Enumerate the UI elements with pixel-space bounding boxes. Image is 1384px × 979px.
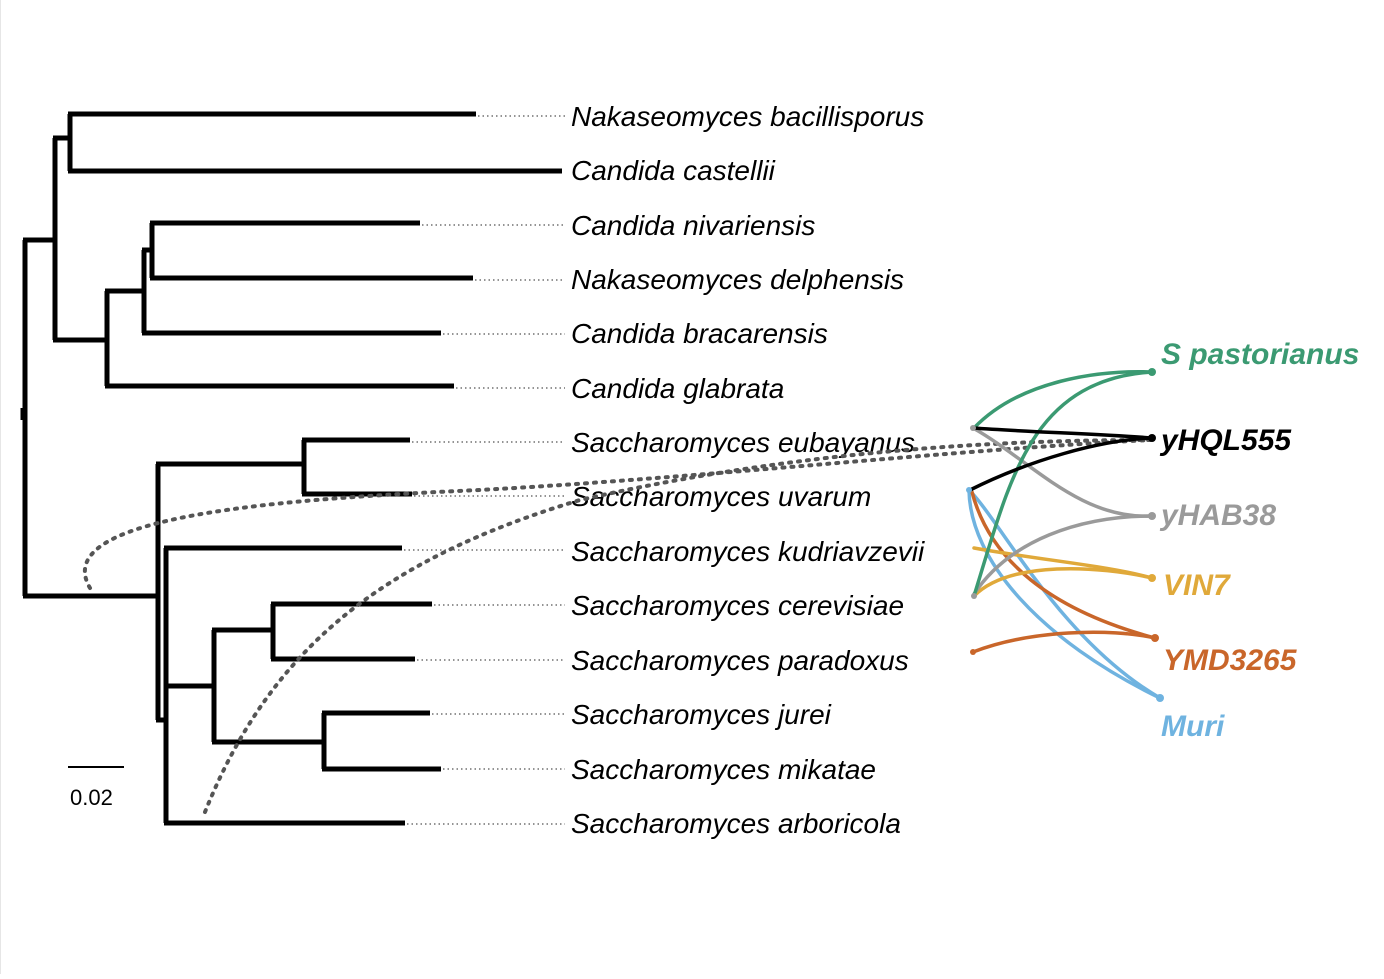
taxon-label: Nakaseomyces bacillisporus: [571, 101, 924, 132]
hybrid-labels: S pastorianus yHQL555 yHAB38 VIN7 YMD326…: [1159, 338, 1359, 743]
scale-bar-label: 0.02: [70, 785, 113, 810]
taxon-label: Saccharomyces arboricola: [571, 808, 901, 839]
taxon-label: Saccharomyces uvarum: [571, 481, 871, 512]
taxon-label: Saccharomyces jurei: [571, 699, 832, 730]
connection-muri: [967, 488, 1162, 700]
connection-vin7: [972, 566, 1154, 598]
hybrid-link-eubayanus: [82, 438, 1152, 590]
connection-muri: [967, 488, 1162, 700]
hybrid-label-muri: Muri: [1161, 710, 1225, 743]
left-border: [0, 0, 1, 974]
taxon-label: Saccharomyces cerevisiae: [571, 590, 904, 621]
taxon-label: Saccharomyces paradoxus: [571, 645, 909, 676]
taxon-label: Nakaseomyces delphensis: [571, 264, 904, 295]
hybrid-label-vin7: VIN7: [1163, 569, 1231, 602]
taxon-label: Saccharomyces eubayanus: [571, 427, 915, 458]
subgenome-connections: [966, 368, 1164, 702]
taxon-label: Candida bracarensis: [571, 318, 828, 349]
taxon-label: Candida castellii: [571, 155, 776, 186]
hybrid-label-yhab38: yHAB38: [1159, 499, 1276, 532]
connection-ymd3265: [971, 630, 1157, 654]
hybrid-label-s-pastorianus: S pastorianus: [1161, 338, 1359, 371]
connection-yhab38: [972, 514, 1154, 596]
connection-s-pastorianus: [972, 370, 1154, 598]
scale-bar: 0.02: [68, 766, 124, 810]
hybrid-label-ymd3265: YMD3265: [1163, 644, 1298, 677]
taxon-label: Candida nivariensis: [571, 210, 815, 241]
taxon-label: Saccharomyces mikatae: [571, 754, 876, 785]
tip-leaders: [404, 115, 565, 825]
tree-branches: [20, 111, 562, 826]
connection-yhab38: [971, 426, 1154, 518]
taxon-label: Candida glabrata: [571, 373, 784, 404]
connection-ymd3265: [970, 490, 1157, 640]
connection-yhql555: [968, 436, 1154, 492]
taxon-label: Saccharomyces kudriavzevii: [571, 536, 925, 567]
taxon-labels: Nakaseomyces bacillisporus Candida caste…: [571, 101, 925, 839]
connection-s-pastorianus: [972, 370, 1154, 430]
hybrid-label-yhql555: yHQL555: [1159, 424, 1292, 457]
connection-yhql555: [971, 426, 1154, 440]
